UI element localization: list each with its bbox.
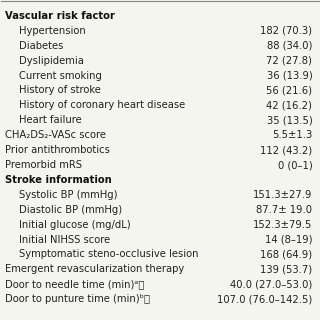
Text: 56 (21.6): 56 (21.6) (266, 85, 312, 95)
Text: 152.3±79.5: 152.3±79.5 (253, 220, 312, 230)
Text: Diabetes: Diabetes (19, 41, 63, 51)
Text: Systolic BP (mmHg): Systolic BP (mmHg) (19, 190, 117, 200)
Text: 168 (64.9): 168 (64.9) (260, 250, 312, 260)
Text: Door to punture time (min)ᵇ⧤: Door to punture time (min)ᵇ⧤ (4, 294, 149, 304)
Text: Vascular risk factor: Vascular risk factor (4, 11, 115, 21)
Text: 107.0 (76.0–142.5): 107.0 (76.0–142.5) (217, 294, 312, 304)
Text: CHA₂DS₂-VASc score: CHA₂DS₂-VASc score (4, 130, 106, 140)
Text: 87.7± 19.0: 87.7± 19.0 (256, 205, 312, 215)
Text: Prior antithrombotics: Prior antithrombotics (4, 145, 109, 155)
Text: Door to needle time (min)ᵃ⧤: Door to needle time (min)ᵃ⧤ (4, 279, 144, 289)
Text: History of coronary heart disease: History of coronary heart disease (19, 100, 185, 110)
Text: Initial NIHSS score: Initial NIHSS score (19, 235, 110, 244)
Text: Premorbid mRS: Premorbid mRS (4, 160, 82, 170)
Text: Dyslipidemia: Dyslipidemia (19, 56, 84, 66)
Text: 182 (70.3): 182 (70.3) (260, 26, 312, 36)
Text: Initial glucose (mg/dL): Initial glucose (mg/dL) (19, 220, 131, 230)
Text: Symptomatic steno-occlusive lesion: Symptomatic steno-occlusive lesion (19, 250, 198, 260)
Text: 112 (43.2): 112 (43.2) (260, 145, 312, 155)
Text: Hypertension: Hypertension (19, 26, 85, 36)
Text: 0 (0–1): 0 (0–1) (277, 160, 312, 170)
Text: 151.3±27.9: 151.3±27.9 (253, 190, 312, 200)
Text: Current smoking: Current smoking (19, 70, 102, 81)
Text: Heart failure: Heart failure (19, 115, 82, 125)
Text: 40.0 (27.0–53.0): 40.0 (27.0–53.0) (230, 279, 312, 289)
Text: Emergent revascularization therapy: Emergent revascularization therapy (4, 264, 184, 274)
Text: 42 (16.2): 42 (16.2) (266, 100, 312, 110)
Text: History of stroke: History of stroke (19, 85, 101, 95)
Text: 35 (13.5): 35 (13.5) (267, 115, 312, 125)
Text: 72 (27.8): 72 (27.8) (266, 56, 312, 66)
Text: 5.5±1.3: 5.5±1.3 (272, 130, 312, 140)
Text: 139 (53.7): 139 (53.7) (260, 264, 312, 274)
Text: Stroke information: Stroke information (4, 175, 111, 185)
Text: 14 (8–19): 14 (8–19) (265, 235, 312, 244)
Text: 36 (13.9): 36 (13.9) (267, 70, 312, 81)
Text: Diastolic BP (mmHg): Diastolic BP (mmHg) (19, 205, 122, 215)
Text: 88 (34.0): 88 (34.0) (267, 41, 312, 51)
